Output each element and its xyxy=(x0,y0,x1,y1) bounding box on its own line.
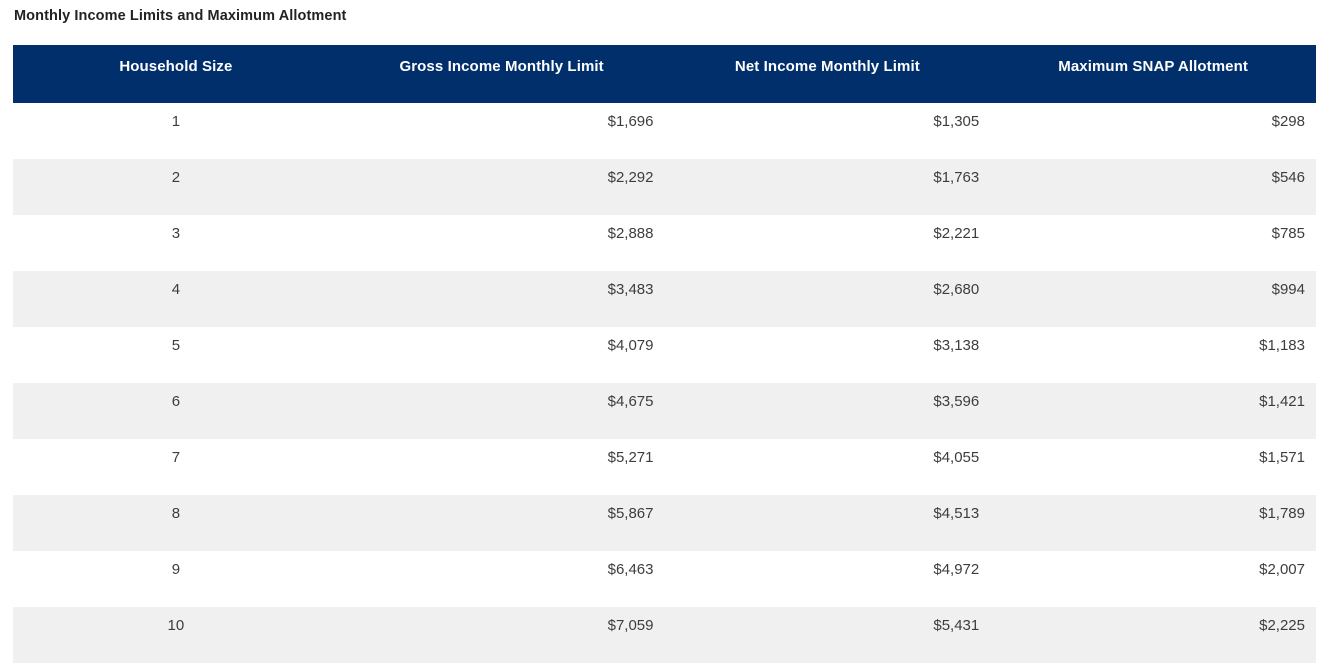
cell-gross-income: $2,292 xyxy=(338,159,665,215)
cell-gross-income: $3,483 xyxy=(338,271,665,327)
cell-net-income: $2,680 xyxy=(664,271,991,327)
cell-net-income: $4,972 xyxy=(664,551,991,607)
cell-gross-income: $4,079 xyxy=(338,327,665,383)
column-header-household-size: Household Size xyxy=(13,45,339,103)
table-row: 2 $2,292 $1,763 $546 xyxy=(13,159,1316,215)
table-row: 1 $1,696 $1,305 $298 xyxy=(13,103,1316,159)
page-title: Monthly Income Limits and Maximum Allotm… xyxy=(14,8,347,24)
cell-net-income: $1,763 xyxy=(664,159,991,215)
income-limits-table: Household Size Gross Income Monthly Limi… xyxy=(13,45,1316,663)
cell-household-size: 3 xyxy=(13,215,339,271)
table-row: 4 $3,483 $2,680 $994 xyxy=(13,271,1316,327)
cell-gross-income: $4,675 xyxy=(338,383,665,439)
cell-net-income: $5,431 xyxy=(664,607,991,663)
cell-gross-income: $7,059 xyxy=(338,607,665,663)
cell-max-allotment: $1,183 xyxy=(990,327,1316,383)
cell-max-allotment: $1,421 xyxy=(990,383,1316,439)
cell-max-allotment: $298 xyxy=(990,103,1316,159)
table-body: 1 $1,696 $1,305 $298 2 $2,292 $1,763 $54… xyxy=(13,103,1316,663)
column-header-net-income: Net Income Monthly Limit xyxy=(664,45,991,103)
table-row: 5 $4,079 $3,138 $1,183 xyxy=(13,327,1316,383)
cell-gross-income: $6,463 xyxy=(338,551,665,607)
table-row: 6 $4,675 $3,596 $1,421 xyxy=(13,383,1316,439)
cell-max-allotment: $2,225 xyxy=(990,607,1316,663)
cell-household-size: 1 xyxy=(13,103,339,159)
cell-net-income: $2,221 xyxy=(664,215,991,271)
cell-max-allotment: $1,789 xyxy=(990,495,1316,551)
cell-household-size: 4 xyxy=(13,271,339,327)
cell-net-income: $3,138 xyxy=(664,327,991,383)
cell-max-allotment: $994 xyxy=(990,271,1316,327)
cell-max-allotment: $546 xyxy=(990,159,1316,215)
cell-household-size: 7 xyxy=(13,439,339,495)
cell-net-income: $3,596 xyxy=(664,383,991,439)
cell-household-size: 2 xyxy=(13,159,339,215)
table-row: 7 $5,271 $4,055 $1,571 xyxy=(13,439,1316,495)
cell-gross-income: $5,271 xyxy=(338,439,665,495)
cell-max-allotment: $2,007 xyxy=(990,551,1316,607)
cell-max-allotment: $1,571 xyxy=(990,439,1316,495)
cell-max-allotment: $785 xyxy=(990,215,1316,271)
table-row: 3 $2,888 $2,221 $785 xyxy=(13,215,1316,271)
cell-net-income: $4,055 xyxy=(664,439,991,495)
cell-gross-income: $1,696 xyxy=(338,103,665,159)
cell-net-income: $4,513 xyxy=(664,495,991,551)
table-header: Household Size Gross Income Monthly Limi… xyxy=(13,45,1316,103)
cell-household-size: 5 xyxy=(13,327,339,383)
cell-household-size: 9 xyxy=(13,551,339,607)
table-row: 10 $7,059 $5,431 $2,225 xyxy=(13,607,1316,663)
column-header-max-allotment: Maximum SNAP Allotment xyxy=(990,45,1316,103)
table-row: 9 $6,463 $4,972 $2,007 xyxy=(13,551,1316,607)
column-header-gross-income: Gross Income Monthly Limit xyxy=(338,45,665,103)
header-row: Household Size Gross Income Monthly Limi… xyxy=(13,45,1316,103)
cell-household-size: 8 xyxy=(13,495,339,551)
cell-household-size: 10 xyxy=(13,607,339,663)
cell-gross-income: $5,867 xyxy=(338,495,665,551)
table-row: 8 $5,867 $4,513 $1,789 xyxy=(13,495,1316,551)
cell-gross-income: $2,888 xyxy=(338,215,665,271)
cell-household-size: 6 xyxy=(13,383,339,439)
cell-net-income: $1,305 xyxy=(664,103,991,159)
